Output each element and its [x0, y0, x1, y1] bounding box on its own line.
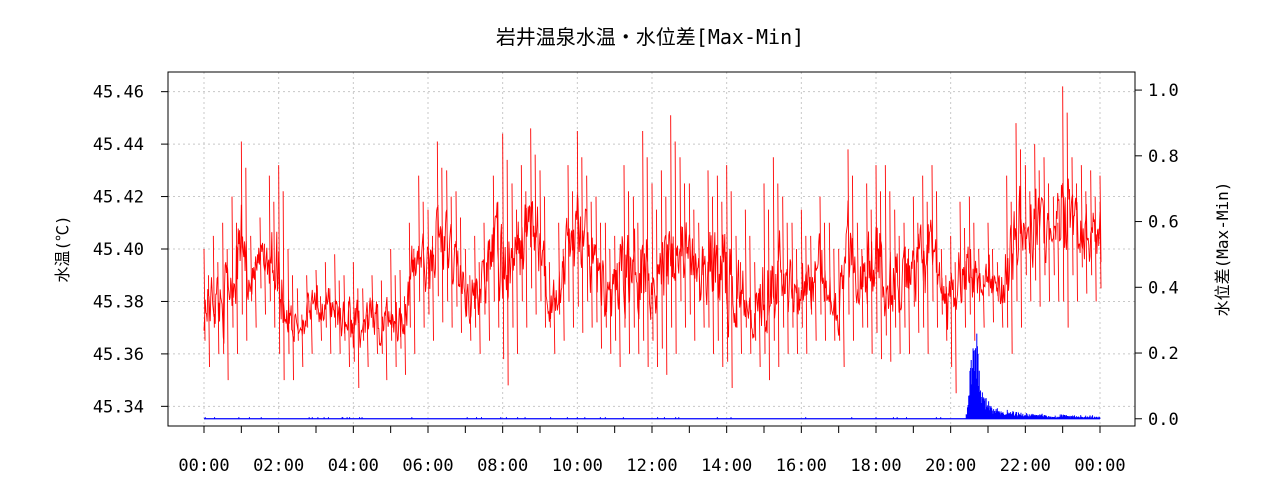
x-tick-label: 04:00: [328, 456, 379, 476]
x-tick-label: 18:00: [850, 456, 901, 476]
grid: [168, 72, 1135, 426]
x-tick-label: 10:00: [552, 456, 603, 476]
x-tick-label: 02:00: [253, 456, 304, 476]
y2-tick-label: 0.0: [1148, 410, 1179, 430]
x-tick-label: 00:00: [1074, 456, 1125, 476]
x-tick-label: 20:00: [925, 456, 976, 476]
temperature-line: [203, 86, 1102, 394]
y-axis-right: 0.0 0.2 0.4 0.6 0.8 1.0: [1135, 81, 1179, 430]
y2-tick-label: 0.6: [1148, 213, 1179, 233]
x-tick-label: 08:00: [477, 456, 528, 476]
y-axis-title: 水温(℃): [53, 215, 72, 282]
y-tick-label: 45.42: [93, 188, 144, 208]
y-tick-label: 45.38: [93, 292, 144, 312]
y-axis-left: 45.34 45.36 45.38 45.40 45.42 45.44 45.46: [93, 83, 168, 417]
x-tick-label: 00:00: [178, 456, 229, 476]
y-tick-label: 45.36: [93, 345, 144, 365]
y2-tick-label: 0.8: [1148, 147, 1179, 167]
series-water-level-diff: [204, 333, 1101, 420]
y2-axis-title: 水位差(Max-Min): [1213, 182, 1232, 317]
x-tick-label: 14:00: [701, 456, 752, 476]
y2-tick-label: 0.4: [1148, 278, 1179, 298]
y2-tick-label: 1.0: [1148, 81, 1179, 101]
y-tick-label: 45.40: [93, 240, 144, 260]
x-tick-label: 06:00: [402, 456, 453, 476]
chart-title: 岩井温泉水温・水位差[Max-Min]: [496, 25, 804, 49]
x-tick-label: 22:00: [1000, 456, 1051, 476]
y-tick-label: 45.46: [93, 83, 144, 103]
water-level-bars: [204, 333, 1101, 419]
y-tick-label: 45.44: [93, 135, 144, 155]
x-tick-label: 12:00: [626, 456, 677, 476]
y2-tick-label: 0.2: [1148, 344, 1179, 364]
y-tick-label: 45.34: [93, 397, 144, 417]
x-axis: 00:00 02:00 04:00 06:00 08:00 10:00 12:00 14:00…: [178, 426, 1126, 476]
series-water-temperature: [203, 86, 1102, 394]
x-tick-label: 16:00: [776, 456, 827, 476]
